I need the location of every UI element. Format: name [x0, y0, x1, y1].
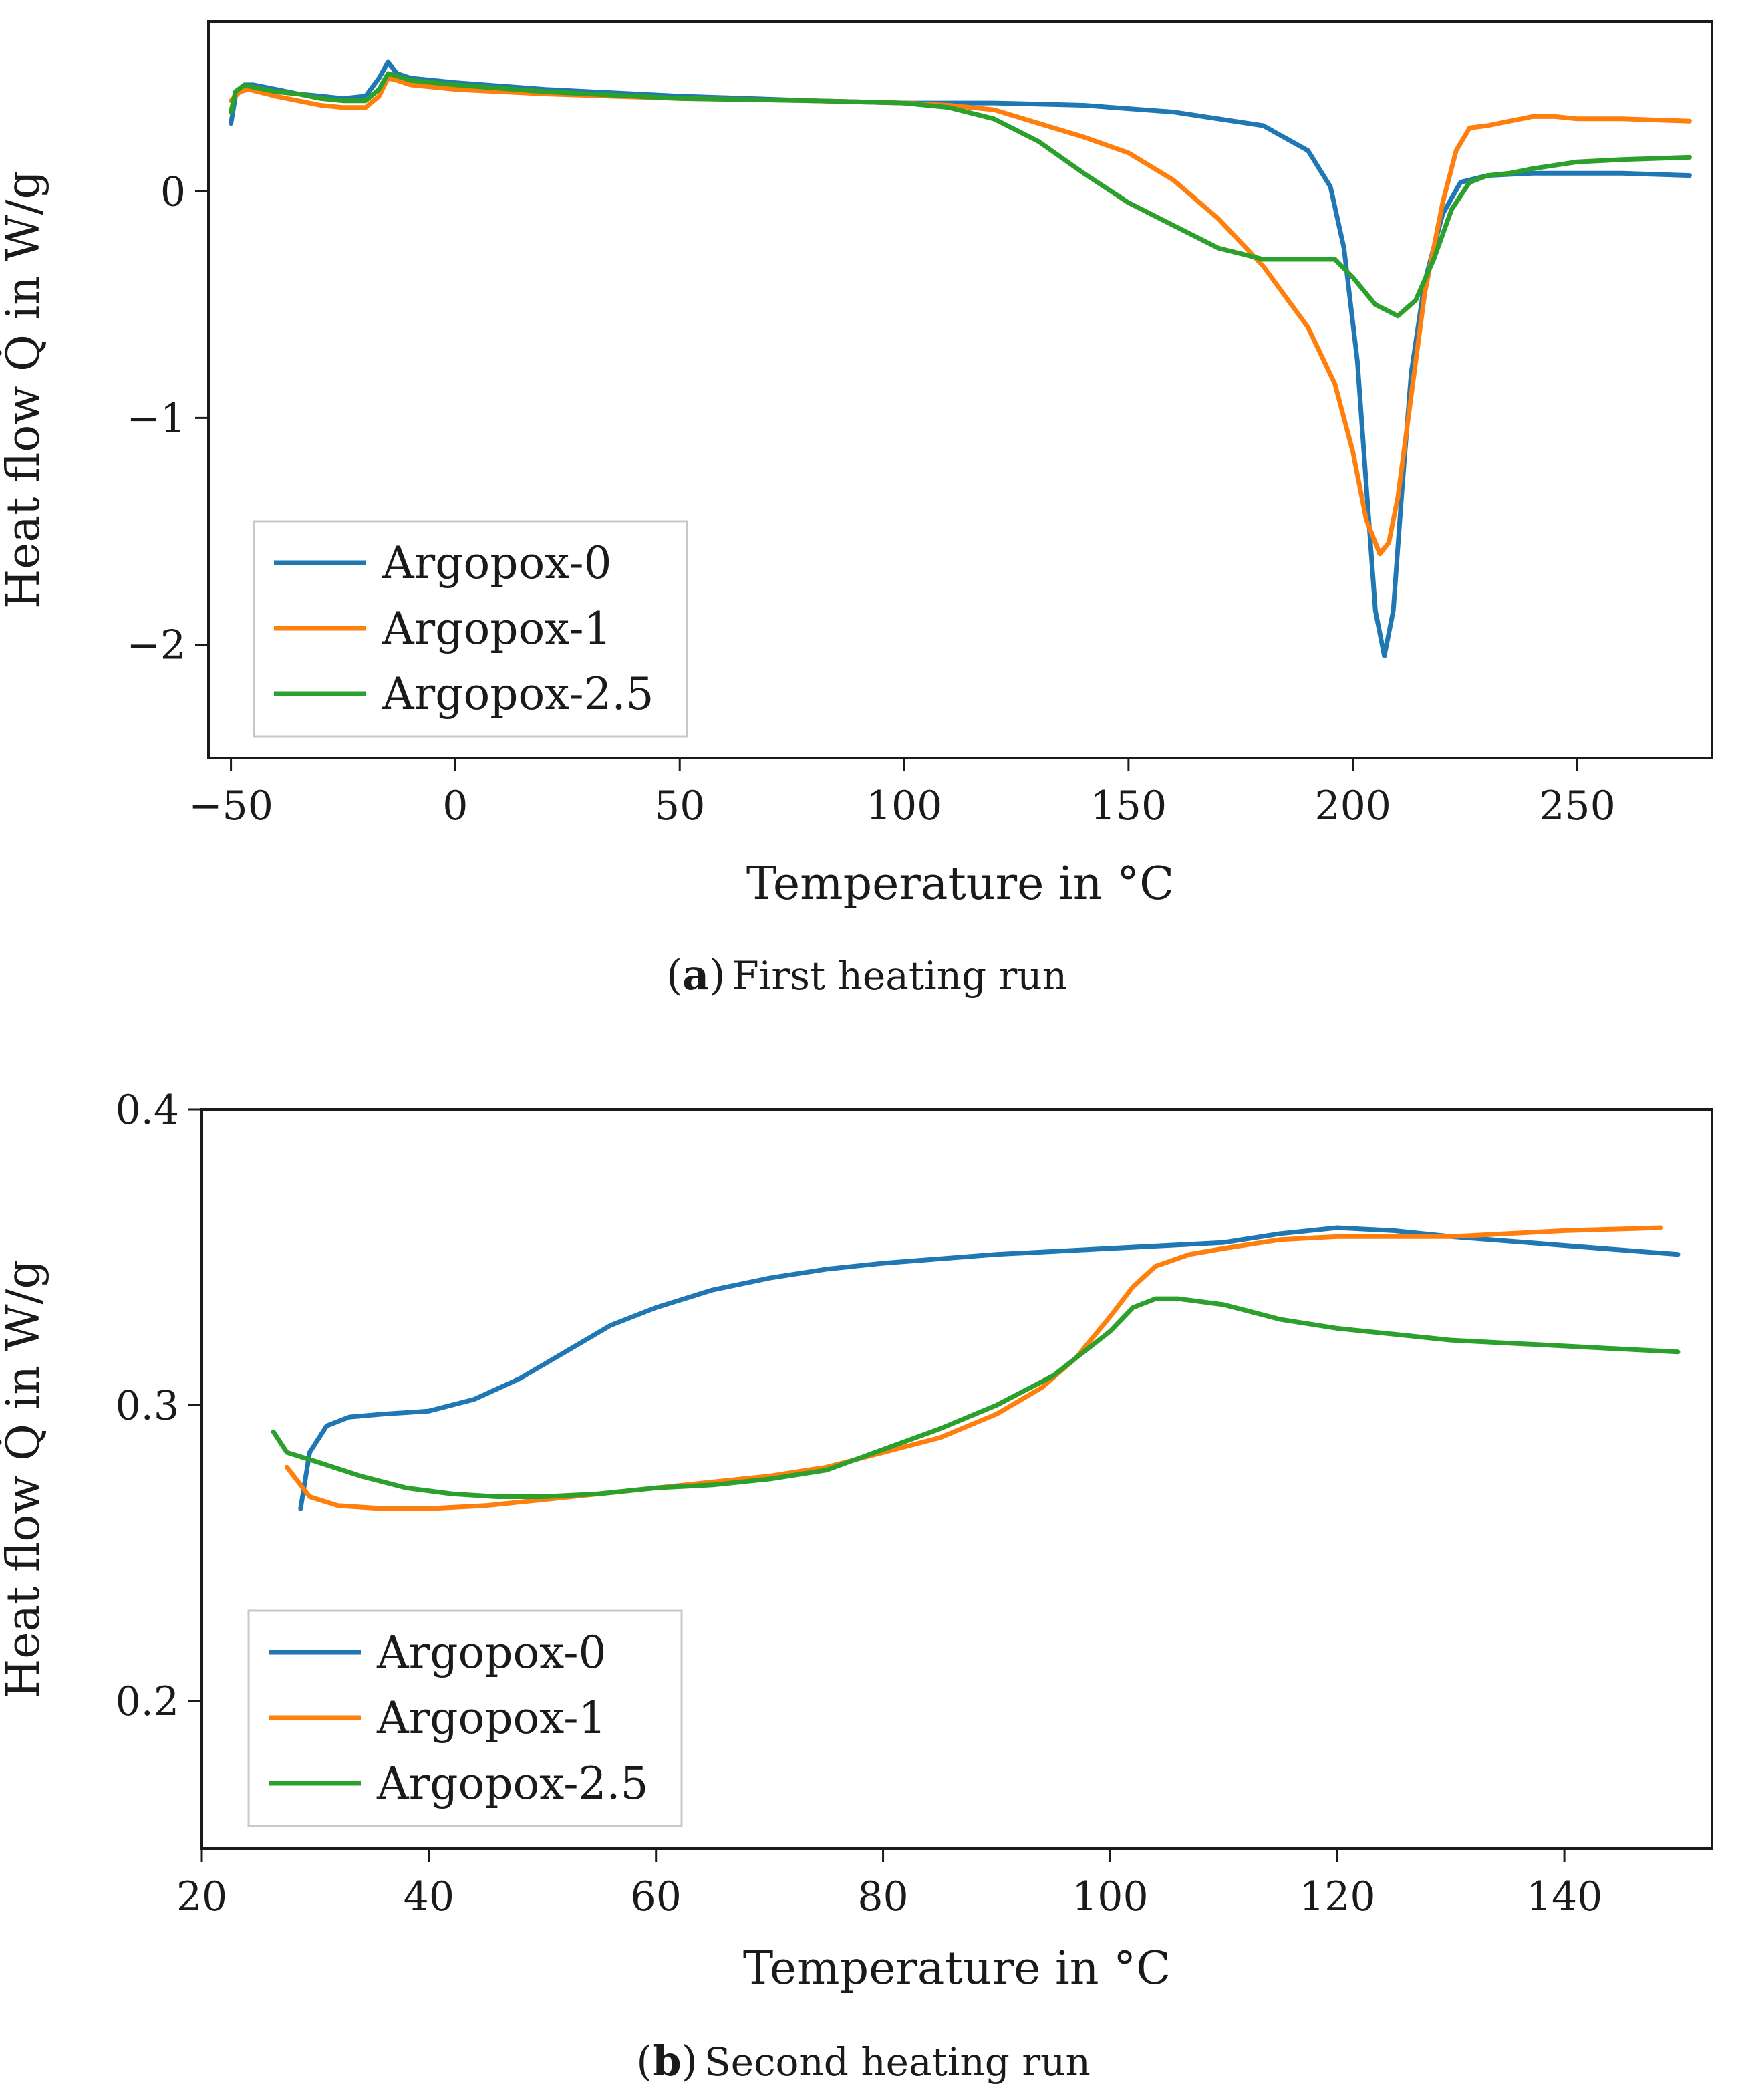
legend: Argopox-0 Argopox-1 Argopox-2.5: [253, 520, 688, 738]
x-axis-label: Temperature in °C: [746, 858, 1174, 910]
series-line-argopox-1: [284, 1225, 1663, 1511]
x-tick-label: 60: [631, 1873, 682, 1920]
x-tick-label: 150: [1091, 783, 1167, 829]
legend-entry-label: Argopox-0: [382, 537, 612, 589]
series-group: [271, 1225, 1681, 1511]
y-tick-label: −2: [127, 622, 186, 668]
x-tick-label: 80: [857, 1873, 908, 1920]
plot-frame: [207, 20, 1713, 759]
legend-entry-label: Argopox-0: [376, 1627, 607, 1678]
legend-entry-label: Argopox-1: [382, 603, 612, 654]
x-tick-label: 0: [442, 783, 468, 829]
x-tick-label: −50: [188, 783, 273, 829]
panel-caption: (a) First heating run: [666, 950, 1067, 999]
x-tick-label: 100: [866, 783, 943, 829]
caption-paren-close: ): [709, 950, 725, 999]
panel-caption: (b) Second heating run: [636, 2037, 1091, 2085]
y-tick-label: 0.2: [116, 1678, 179, 1725]
caption-letter: a: [682, 950, 709, 999]
x-tick-label: 120: [1299, 1873, 1376, 1920]
chart-second-heating-run: 20 40 60 80 100 120 140 0.2 0.3 0.4 Temperature in…: [0, 1087, 1713, 2085]
y-axis-label: Heat flow Q̇ in W/g: [0, 1260, 50, 1698]
y-axis-label: Heat flow Q̇ in W/g: [0, 170, 50, 609]
x-tick-label: 40: [404, 1873, 454, 1920]
series-line-argopox-0: [298, 1225, 1681, 1511]
series-line-argopox-2-5: [229, 71, 1692, 319]
x-tick-label: 20: [176, 1873, 227, 1920]
x-tick-label: 140: [1526, 1873, 1603, 1920]
legend-entry-label: Argopox-2.5: [382, 668, 654, 720]
caption-paren-open: (: [636, 2037, 652, 2085]
y-tick-label: 0: [160, 168, 186, 215]
legend-entry-label: Argopox-1: [376, 1692, 607, 1744]
x-tick-label: 250: [1539, 783, 1616, 829]
legend: Argopox-0 Argopox-1 Argopox-2.5: [247, 1609, 683, 1827]
x-tick-label: 50: [654, 783, 705, 829]
series-line-argopox-2-5: [271, 1296, 1681, 1499]
caption-text: Second heating run: [704, 2039, 1091, 2085]
x-axis-label: Temperature in °C: [743, 1942, 1171, 1995]
plot-frame: [200, 1108, 1713, 1850]
legend-entry-label: Argopox-2.5: [376, 1758, 649, 1809]
caption-paren-open: (: [666, 950, 682, 999]
y-tick-label: −1: [127, 395, 186, 442]
chart-first-heating-run: −50 0 50 100 150 200 250 −2 −1 0 Temperature in °C…: [0, 20, 1713, 999]
series-line-argopox-1: [229, 76, 1692, 557]
y-tick-label: 0.3: [116, 1382, 179, 1429]
y-tick-label: 0.4: [116, 1087, 179, 1134]
caption-text: First heating run: [732, 953, 1068, 999]
series-group: [229, 59, 1692, 658]
caption-letter: b: [652, 2037, 681, 2085]
x-tick-label: 100: [1072, 1873, 1149, 1920]
x-tick-label: 200: [1314, 783, 1391, 829]
caption-paren-close: ): [682, 2037, 698, 2085]
